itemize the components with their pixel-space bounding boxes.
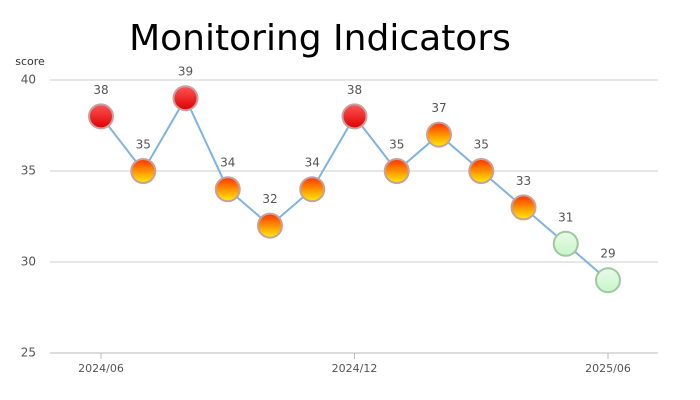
data-label: 35 <box>474 138 489 152</box>
y-tick-label: 35 <box>21 164 36 178</box>
data-label: 39 <box>178 65 193 79</box>
x-tick-label: 2024/06 <box>78 362 124 375</box>
point <box>88 103 114 130</box>
point <box>595 267 621 294</box>
point <box>468 158 495 184</box>
data-label: 37 <box>431 101 446 115</box>
x-tick-label: 2025/06 <box>585 362 631 375</box>
point <box>299 176 326 203</box>
point <box>510 194 537 221</box>
point <box>130 158 157 184</box>
data-label: 31 <box>558 210 573 224</box>
data-label: 34 <box>220 156 235 170</box>
chart-title: Monitoring Indicators <box>129 18 511 59</box>
y-axis-label: score <box>15 55 45 68</box>
data-label: 34 <box>305 156 320 170</box>
x-tick-label: 2024/12 <box>332 362 378 375</box>
y-tick-label: 40 <box>21 73 36 87</box>
data-label: 38 <box>93 83 108 97</box>
point <box>552 230 579 257</box>
point <box>172 85 199 112</box>
y-tick-label: 30 <box>21 255 36 269</box>
data-label: 35 <box>389 138 404 152</box>
data-label: 29 <box>600 247 615 261</box>
point <box>426 121 452 148</box>
point <box>214 176 241 203</box>
data-label: 33 <box>516 174 531 188</box>
data-label: 38 <box>347 83 362 97</box>
point <box>257 212 283 239</box>
point <box>341 103 368 130</box>
data-label: 32 <box>262 192 277 206</box>
point <box>383 158 410 184</box>
data-label: 35 <box>136 138 151 152</box>
y-tick-label: 25 <box>21 346 36 360</box>
